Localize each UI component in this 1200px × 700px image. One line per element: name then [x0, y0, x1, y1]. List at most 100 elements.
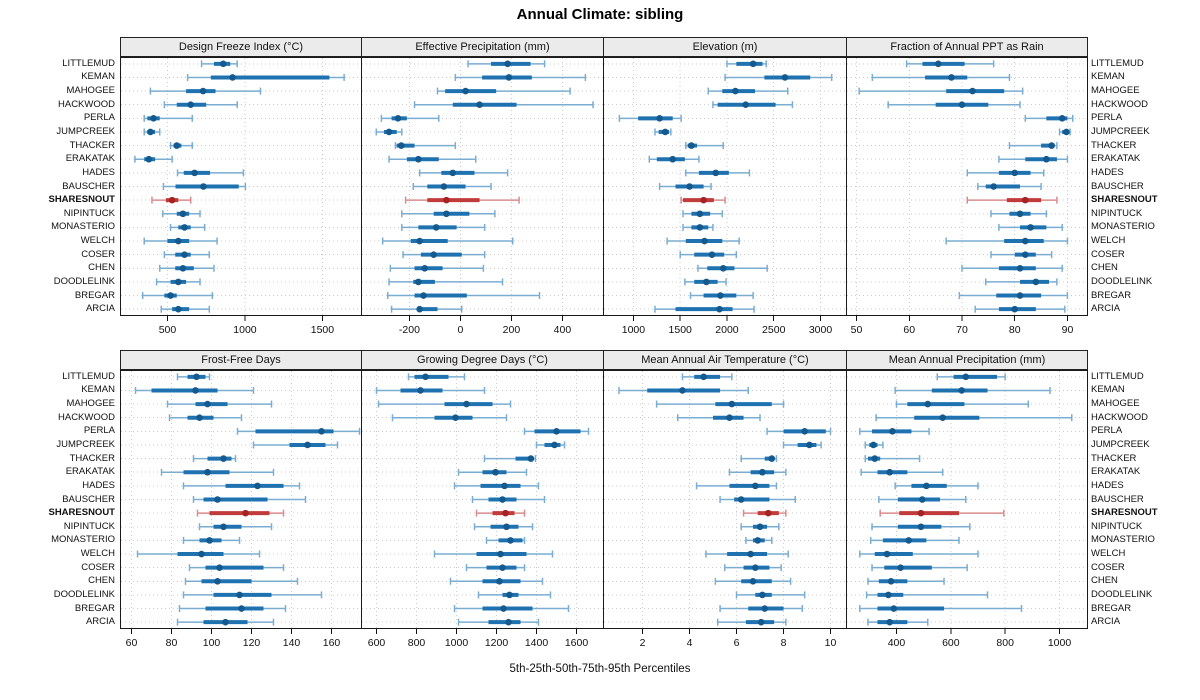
percentile-row-coser — [163, 251, 211, 259]
station-label-thacker: THACKER — [1091, 139, 1137, 151]
percentile-row-thacker — [685, 142, 724, 150]
percentile-row-littlemud — [936, 373, 1006, 381]
x-tick-label: 70 — [956, 324, 968, 336]
x-tick-label: 800 — [996, 637, 1014, 649]
panel-header-design-freeze-index: Design Freeze Index (°C) — [120, 37, 362, 57]
percentile-row-bregar — [141, 292, 214, 300]
station-label-bregar: BREGAR — [74, 289, 115, 301]
percentile-row-thacker — [394, 142, 457, 150]
percentile-row-arcia — [457, 618, 540, 626]
percentile-row-bauscher — [977, 183, 1042, 190]
station-label-keman: KEMAN — [1091, 71, 1125, 83]
percentile-row-doodlelink — [477, 591, 552, 599]
percentile-row-bauscher — [471, 496, 546, 503]
percentile-row-erakatak — [648, 155, 700, 163]
percentile-row-chen — [184, 577, 299, 585]
station-label-arcia: ARCIA — [85, 616, 115, 628]
percentile-row-perla — [236, 427, 361, 435]
percentile-row-littlemud — [200, 60, 238, 68]
percentile-row-monasterio — [182, 536, 241, 544]
station-label-perla: PERLA — [1091, 112, 1123, 124]
percentile-row-thacker — [169, 142, 194, 150]
percentile-row-bauscher — [412, 183, 492, 190]
percentile-row-monasterio — [401, 223, 486, 231]
station-label-bregar: BREGAR — [1091, 289, 1132, 301]
percentile-row-monasterio — [998, 223, 1063, 231]
x-tick-label: 1600 — [565, 637, 589, 649]
percentile-row-chen — [867, 577, 945, 585]
percentile-row-nipintuck — [871, 523, 971, 531]
percentile-row-hackwood — [887, 101, 1021, 109]
x-tick-label: 160 — [323, 637, 341, 649]
panel-header-elevation: Elevation (m) — [603, 37, 847, 57]
percentile-row-thacker — [483, 455, 537, 463]
panel-header-frost-free-days: Frost-Free Days — [120, 350, 362, 370]
station-label-doodlelink: DOODLELINK — [1091, 588, 1153, 600]
percentile-row-doodlelink — [984, 278, 1058, 286]
percentile-row-hades — [176, 169, 245, 177]
station-label-nipintuck: NIPINTUCK — [63, 207, 115, 219]
station-label-coser: COSER — [81, 561, 115, 573]
percentile-row-erakatak — [457, 468, 528, 476]
percentile-row-doodlelink — [388, 278, 504, 286]
x-tick-label: 60 — [903, 324, 915, 336]
x-tick-label: 1200 — [485, 637, 509, 649]
page-title: Annual Climate: sibling — [516, 6, 684, 23]
station-label-bauscher: BAUSCHER — [62, 180, 115, 192]
x-tick-label: 2000 — [715, 324, 739, 336]
panel-plot-growing-degree-days: 600 800 1000 1200 1400 1600 — [361, 370, 604, 649]
percentile-row-arcia — [867, 618, 929, 626]
station-label-monasterio: MONASTERIO — [1091, 221, 1155, 233]
station-label-erakatak: ERAKATAK — [1091, 466, 1141, 478]
x-tick-label: 80 — [166, 637, 178, 649]
percentile-row-keman — [134, 386, 255, 394]
station-label-hades: HADES — [82, 479, 115, 491]
percentile-row-littlemud — [467, 60, 546, 68]
percentile-row-jumpcreek — [654, 128, 672, 136]
panel-plot-effective-precipitation: -200 0 200 400 — [361, 57, 604, 336]
station-label-thacker: THACKER — [69, 452, 115, 464]
percentile-row-monasterio — [745, 536, 773, 544]
percentile-row-jumpcreek — [535, 441, 566, 449]
panel-plot-elevation: 1000 1500 2000 2500 3000 — [603, 57, 847, 336]
percentile-row-hades — [894, 482, 979, 490]
percentile-row-chen — [697, 264, 768, 272]
x-tick-label: 10 — [825, 637, 837, 649]
station-label-mahogee: MAHOGEE — [1091, 398, 1140, 410]
percentile-row-bregar — [387, 292, 541, 300]
percentile-row-chen — [961, 264, 1063, 272]
station-label-coser: COSER — [1091, 561, 1125, 573]
station-label-welch: WELCH — [80, 235, 115, 247]
station-label-doodlelink: DOODLELINK — [53, 275, 115, 287]
x-tick-label: 0 — [458, 324, 464, 336]
percentile-row-arcia — [390, 305, 463, 313]
panel-plot-mean-annual-precipitation: 400 600 800 1000 — [846, 370, 1088, 649]
percentile-row-keman — [894, 386, 1051, 394]
percentile-row-littlemud — [726, 60, 767, 68]
panel-plot-design-freeze-index: 500 1000 1500 — [120, 57, 362, 336]
percentile-row-hackwood — [163, 101, 238, 109]
percentile-row-nipintuck — [198, 523, 273, 531]
station-label-sharesnout: SHARESNOUT — [48, 507, 115, 519]
percentile-row-hades — [453, 482, 540, 490]
x-tick-label: 2500 — [762, 324, 786, 336]
x-tick-label: 800 — [408, 637, 426, 649]
percentile-row-hackwood — [677, 414, 761, 422]
station-label-jumpcreek: JUMPCREEK — [1091, 125, 1150, 137]
percentile-row-perla — [523, 427, 590, 435]
percentile-row-arcia — [974, 305, 1066, 313]
percentile-row-keman — [871, 73, 1011, 81]
station-label-keman: KEMAN — [81, 384, 115, 396]
station-label-erakatak: ERAKATAK — [65, 153, 115, 165]
station-label-monasterio: MONASTERIO — [51, 221, 115, 233]
percentile-row-mahogee — [377, 400, 512, 408]
x-tick-label: 400 — [888, 637, 906, 649]
percentile-row-mahogee — [655, 400, 785, 408]
percentile-row-hades — [182, 482, 301, 490]
station-label-perla: PERLA — [83, 112, 115, 124]
percentile-row-bauscher — [658, 183, 712, 190]
percentile-row-thacker — [864, 455, 921, 463]
panel-plot-frost-free-days: 60 80 100 120 140 160 — [120, 370, 362, 649]
percentile-row-bauscher — [878, 496, 967, 503]
